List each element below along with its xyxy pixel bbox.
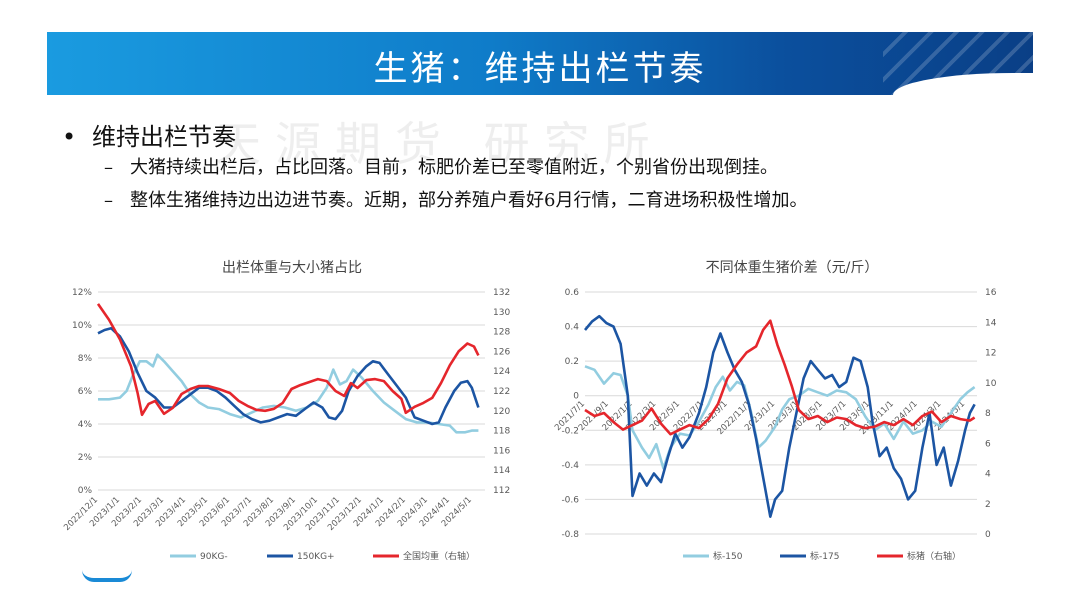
right-tick-label: 2: [985, 500, 991, 510]
series-line: [96, 303, 480, 417]
series-line: [98, 353, 479, 434]
sub-point-text: 大猪持续出栏后，占比回落。目前，标肥价差已至零值附近，个别省份出现倒挂。: [130, 157, 778, 178]
legend-label: 全国均重（右轴）: [403, 550, 475, 562]
chart2-price-spread: -0.8-0.6-0.4-0.200.20.40.602468101214162…: [553, 288, 997, 562]
left-tick-label: -0.2: [561, 426, 579, 436]
legend-label: 标猪（右轴）: [907, 550, 961, 562]
sub-point-2: – 整体生猪维持边出边进节奏。近期，部分养殖户看好6月行情，二育进场积极性增加。: [104, 186, 807, 212]
left-tick-label: 0.4: [565, 323, 580, 333]
main-bullet: • 维持出栏节奏: [62, 117, 236, 152]
right-tick-label: 16: [985, 288, 997, 298]
right-tick-label: 128: [493, 328, 510, 338]
legend-label: 90KG-: [200, 552, 228, 562]
right-tick-label: 132: [493, 288, 510, 298]
bottom-logo-mark: [82, 570, 132, 582]
right-tick-label: 0: [985, 530, 991, 540]
chart1-weight-and-size-share: 0% 2% 4% 6% 8% 10% 12% 112 114 116 118 120 122 124 126…: [62, 288, 510, 562]
left-tick-label: 2%: [78, 453, 93, 463]
left-tick-label: 12%: [72, 288, 92, 298]
series-line: [584, 319, 976, 436]
slide-title: 生猪：维持出栏节奏: [373, 49, 707, 89]
chart2-title: 不同体重生猪价差（元/斤）: [705, 260, 879, 276]
sub-point-text: 整体生猪维持边出边进节奏。近期，部分养殖户看好6月行情，二育进场积极性增加。: [130, 190, 808, 211]
left-tick-label: 8%: [78, 354, 93, 364]
right-tick-label: 8: [985, 409, 991, 419]
legend-label: 标-150: [713, 550, 743, 562]
right-tick-label: 120: [493, 407, 510, 417]
left-tick-label: 0.6: [565, 288, 580, 298]
sub-point-1: – 大猪持续出栏后，占比回落。目前，标肥价差已至零值附近，个别省份出现倒挂。: [104, 153, 778, 179]
watermark: 天源期货 研究所: [215, 117, 664, 171]
legend-label: 150KG+: [297, 552, 335, 562]
right-tick-label: 10: [985, 379, 997, 389]
right-tick-label: 6: [985, 439, 991, 449]
left-tick-label: 0%: [78, 486, 93, 496]
right-tick-label: 116: [493, 446, 510, 456]
right-tick-label: 124: [493, 367, 510, 377]
right-tick-label: 118: [493, 427, 510, 437]
bullet-dot: •: [62, 123, 77, 151]
legend-label: 标-175: [810, 550, 839, 562]
chart1-title: 出栏体重与大小猪占比: [222, 260, 362, 276]
left-tick-label: 6%: [78, 387, 93, 397]
title-bar-swoosh: [893, 73, 1033, 95]
right-tick-label: 130: [493, 308, 510, 318]
slide-title-bar: 生猪：维持出栏节奏: [47, 32, 1033, 95]
left-tick-label: -0.8: [561, 530, 579, 540]
right-tick-label: 112: [493, 486, 510, 496]
right-tick-label: 122: [493, 387, 510, 397]
left-tick-label: 0.2: [565, 357, 579, 367]
right-tick-label: 114: [493, 466, 510, 476]
series-line: [97, 327, 480, 426]
right-tick-label: 126: [493, 347, 510, 357]
left-tick-label: -0.4: [561, 461, 579, 471]
right-tick-label: 4: [985, 470, 991, 480]
right-tick-label: 14: [985, 318, 997, 328]
left-tick-label: 10%: [72, 321, 92, 331]
dash-marker: –: [104, 157, 113, 178]
series-line: [584, 365, 976, 470]
left-tick-label: 0: [573, 392, 579, 402]
dash-marker: –: [104, 190, 113, 211]
series-line: [583, 314, 976, 518]
right-tick-label: 12: [985, 349, 996, 359]
main-bullet-text: 维持出栏节奏: [92, 123, 236, 151]
left-tick-label: 4%: [78, 420, 93, 430]
left-tick-label: -0.6: [561, 495, 579, 505]
